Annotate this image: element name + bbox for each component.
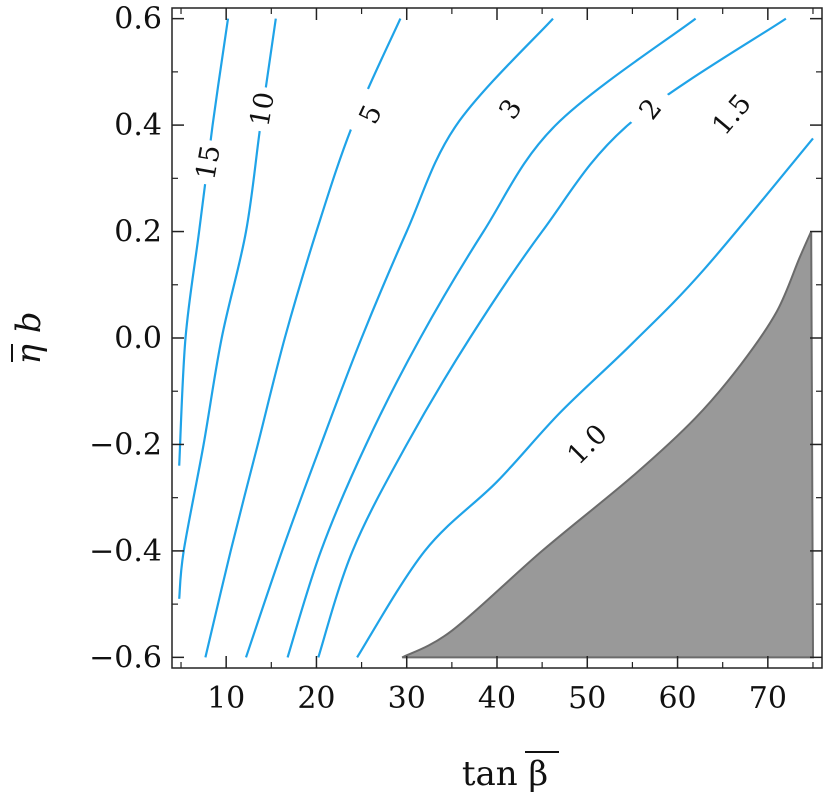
contour-label-10: 10	[245, 90, 281, 129]
y-tick-label: −0.6	[89, 640, 162, 675]
contour-line-1.0	[356, 137, 814, 658]
x-tick-label: 10	[207, 681, 245, 716]
contour-label-1.0: 1.0	[561, 419, 613, 471]
contour-line-15	[178, 18, 230, 466]
tick-layer: 10 20 30 40 50 60 70 −0.6 −0.4 −0.2 0.0 0.2 0.4 0.6	[89, 2, 822, 716]
contour-label-bg	[705, 87, 759, 142]
contour-label-1.5: 1.5	[706, 88, 757, 141]
x-tick-label: 70	[749, 681, 787, 716]
y-tick-label: 0.4	[114, 108, 162, 143]
contour-line-2	[286, 17, 697, 658]
x-tick-label: 40	[478, 681, 516, 716]
y-tick-label: −0.2	[89, 427, 162, 462]
contour-label-15: 15	[190, 143, 226, 182]
y-tick-label: −0.4	[89, 534, 162, 569]
excluded-region	[401, 231, 815, 659]
contour-label-bg	[560, 417, 615, 472]
contour-line-3	[244, 17, 554, 658]
y-tick-label: 0.6	[114, 2, 162, 37]
y-tick-label: 0.0	[114, 321, 162, 356]
x-tick-label: 30	[388, 681, 426, 716]
contour-label-bg	[188, 137, 228, 187]
x-tick-label: 60	[658, 681, 696, 716]
excluded-region-layer	[401, 231, 815, 659]
y-axis-title: η b	[9, 312, 49, 365]
contour-label-bg	[485, 81, 536, 137]
contour-label-bg	[346, 87, 395, 142]
y-tick-label: 0.2	[114, 215, 162, 250]
contour-label-bg	[624, 81, 677, 137]
x-tick-label: 20	[297, 681, 335, 716]
x-tick-label: 50	[568, 681, 606, 716]
x-axis-title: tan β	[462, 754, 548, 794]
contour-label-bg	[242, 84, 282, 134]
